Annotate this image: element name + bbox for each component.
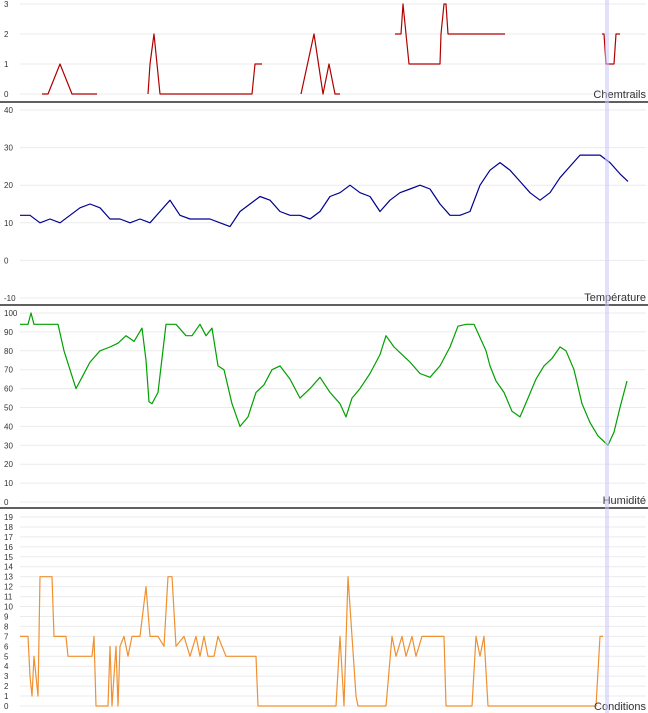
chemtrails-line (42, 3, 620, 95)
time-cursor (605, 0, 609, 713)
conditions-y-tick-label: 5 (4, 652, 9, 661)
temperature-y-tick-label: 0 (4, 256, 9, 265)
conditions-y-tick-label: 18 (4, 523, 13, 532)
temperature-y-tick-label: -10 (4, 294, 16, 303)
conditions-y-tick-label: 13 (4, 573, 13, 582)
conditions-y-tick-label: 6 (4, 642, 9, 651)
chemtrails-y-tick-label: 1 (4, 60, 9, 69)
humidity-y-tick-label: 30 (4, 441, 13, 450)
chemtrails-gridlines (20, 3, 646, 95)
conditions-y-tick-label: 1 (4, 692, 9, 701)
temperature-y-tick-label: 40 (4, 106, 13, 115)
temperature-y-tick-label: 30 (4, 144, 13, 153)
humidity-series (20, 312, 628, 446)
conditions-title: Conditions (594, 701, 646, 713)
chemtrails-series (42, 3, 620, 95)
conditions-line (20, 576, 603, 707)
temperature-gridlines (20, 109, 646, 299)
temperature-y-ticks: -10 0 10 20 30 40 (4, 106, 16, 303)
conditions-y-tick-label: 0 (4, 702, 9, 711)
conditions-y-tick-label: 17 (4, 533, 13, 542)
conditions-y-tick-label: 16 (4, 543, 13, 552)
conditions-y-tick-label: 9 (4, 612, 9, 621)
humidity-y-tick-label: 70 (4, 366, 13, 375)
conditions-y-tick-label: 7 (4, 632, 9, 641)
humidity-y-tick-label: 20 (4, 460, 13, 469)
humidity-y-ticks: 0 10 20 30 40 50 60 70 80 90 100 (4, 309, 18, 507)
temperature-y-tick-label: 10 (4, 219, 13, 228)
conditions-y-tick-label: 12 (4, 583, 13, 592)
panel-temperature: -10 0 10 20 30 40 Température (4, 106, 646, 304)
conditions-series (20, 576, 603, 707)
humidity-line (20, 312, 628, 446)
humidity-y-tick-label: 100 (4, 309, 18, 318)
chemtrails-y-tick-label: 0 (4, 90, 9, 99)
conditions-y-tick-label: 4 (4, 662, 9, 671)
humidity-y-tick-label: 90 (4, 328, 13, 337)
conditions-y-tick-label: 2 (4, 682, 9, 691)
chemtrails-title: Chemtrails (593, 89, 646, 101)
humidity-y-tick-label: 60 (4, 385, 13, 394)
humidity-y-tick-label: 40 (4, 422, 13, 431)
panel-humidity: 0 10 20 30 40 50 60 70 80 90 100 Humidité (4, 309, 646, 507)
panel-chemtrails: 0 1 2 3 Chemtrails (4, 0, 646, 101)
humidity-y-tick-label: 10 (4, 479, 13, 488)
temperature-y-tick-label: 20 (4, 181, 13, 190)
chemtrails-y-ticks: 0 1 2 3 (4, 0, 9, 99)
chemtrails-y-tick-label: 2 (4, 30, 9, 39)
temperature-title: Température (584, 292, 646, 304)
temperature-line (20, 154, 629, 228)
conditions-y-tick-label: 11 (4, 593, 13, 602)
humidity-title: Humidité (603, 495, 646, 507)
conditions-y-tick-label: 15 (4, 553, 13, 562)
panel-separators (0, 101, 648, 509)
conditions-y-tick-label: 19 (4, 513, 13, 522)
conditions-y-tick-label: 8 (4, 622, 9, 631)
conditions-y-tick-label: 14 (4, 563, 13, 572)
humidity-y-tick-label: 80 (4, 347, 13, 356)
conditions-y-tick-label: 10 (4, 603, 13, 612)
conditions-y-tick-label: 3 (4, 672, 9, 681)
humidity-gridlines (20, 312, 646, 503)
temperature-series (20, 154, 629, 228)
humidity-y-tick-label: 50 (4, 404, 13, 413)
humidity-y-tick-label: 0 (4, 498, 9, 507)
chemtrails-y-tick-label: 3 (4, 0, 9, 9)
